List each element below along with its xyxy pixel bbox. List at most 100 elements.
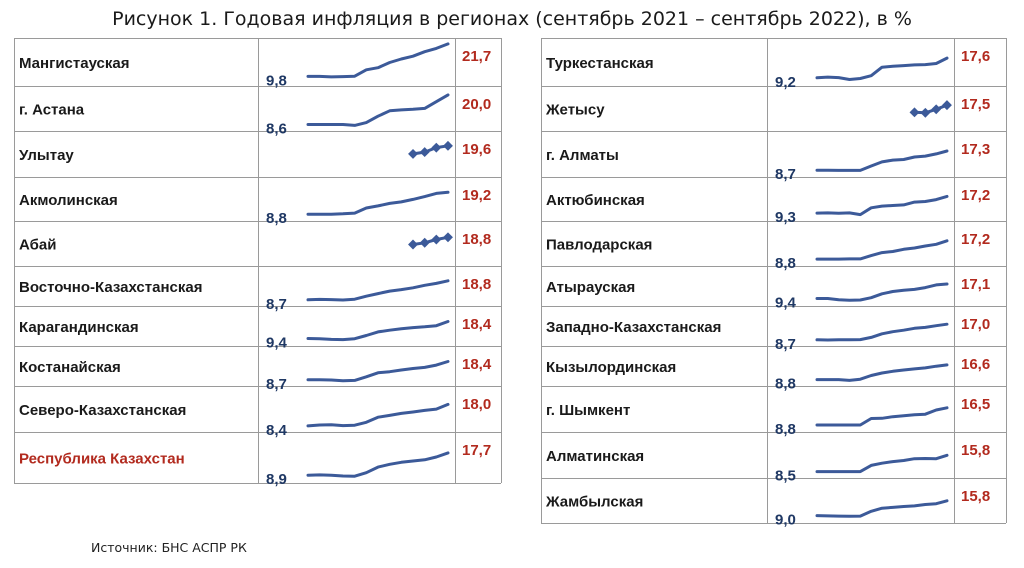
region-label: Жетысу: [545, 102, 605, 119]
end-value-label: 19,2: [462, 187, 491, 204]
region-row: Улытау 19,6: [19, 140, 491, 164]
sparkline-series: [815, 239, 949, 261]
region-row: Карагандинская 9,4 18,4: [19, 316, 492, 351]
start-value-label: 8,5: [775, 468, 796, 485]
start-value-label: 8,7: [775, 166, 796, 183]
start-value-label: 9,4: [775, 294, 797, 311]
end-value-label: 17,5: [961, 96, 990, 113]
region-label: Жамбылская: [545, 494, 643, 511]
data-point-marker: [431, 142, 442, 153]
data-point-marker: [431, 234, 442, 245]
start-value-label: 9,8: [266, 72, 287, 89]
data-point-marker: [408, 148, 418, 159]
right-panel: Туркестанская 9,2 17,6 Жетысу 17,5 г. Алматы 8…: [541, 38, 1007, 529]
region-label: Восточно-Казахстанская: [19, 279, 202, 296]
data-point-marker: [920, 107, 931, 118]
region-row: Западно-Казахстанская 8,7 17,0: [546, 316, 990, 353]
start-value-label: 9,4: [266, 334, 288, 351]
region-label: Республика Казахстан: [19, 451, 185, 468]
end-value-label: 17,7: [462, 442, 491, 459]
region-label: г. Астана: [19, 102, 85, 119]
end-value-label: 18,4: [462, 356, 492, 373]
region-row: Туркестанская 9,2 17,6: [546, 48, 990, 91]
region-label: Павлодарская: [546, 237, 652, 254]
region-label: Костанайская: [19, 359, 121, 376]
end-value-label: 18,0: [462, 396, 491, 413]
region-row: г. Астана 8,6 20,0: [19, 93, 491, 138]
data-point-marker: [419, 237, 430, 248]
region-label: Алматинская: [546, 448, 644, 465]
chart-title: Рисунок 1. Годовая инфляция в регионах (…: [112, 8, 912, 30]
region-row: Атырауская 9,4 17,1: [546, 276, 990, 311]
end-value-label: 17,6: [961, 48, 990, 65]
sparkline-series: [306, 320, 450, 342]
end-value-label: 19,6: [462, 141, 491, 158]
end-value-label: 17,2: [961, 187, 990, 204]
sparkline-series: [306, 402, 450, 428]
end-value-label: 17,1: [961, 276, 990, 293]
region-row: Мангистауская 9,8 21,7: [19, 42, 491, 89]
data-point-marker: [419, 147, 430, 158]
sparkline-series: [306, 42, 450, 79]
region-label: Атырауская: [546, 279, 635, 296]
data-point-marker: [408, 239, 418, 250]
start-value-label: 9,3: [775, 209, 796, 226]
sparkline-series: [815, 453, 949, 474]
sparkline-series: [306, 360, 450, 383]
sparkline-series: [306, 190, 450, 216]
region-row: Алматинская 8,5 15,8: [546, 442, 990, 485]
region-label: г. Шымкент: [546, 402, 630, 419]
start-value-label: 8,7: [775, 336, 796, 353]
end-value-label: 17,2: [961, 231, 990, 248]
sparkline-series: [815, 149, 949, 172]
region-label: г. Алматы: [546, 147, 619, 164]
sparkline-series: [411, 144, 450, 156]
region-row: Актюбинская 9,3 17,2: [546, 187, 990, 226]
region-row: г. Шымкент 8,8 16,5: [546, 396, 990, 438]
left-sparkline-table: Мангистауская 9,8 21,7 г. Астана 8,6 20,0 Улыт…: [14, 38, 502, 488]
region-label: Северо-Казахстанская: [19, 402, 186, 419]
sparkline-series: [815, 322, 949, 342]
start-value-label: 9,2: [775, 74, 796, 91]
region-label: Туркестанская: [546, 55, 654, 72]
region-label: Улытау: [19, 147, 74, 164]
end-value-label: 17,0: [961, 316, 990, 333]
start-value-label: 8,4: [266, 422, 288, 439]
region-label: Актюбинская: [546, 192, 645, 209]
sparkline-series: [411, 235, 450, 246]
region-label: Западно-Казахстанская: [546, 319, 721, 336]
start-value-label: 8,7: [266, 376, 287, 393]
right-sparkline-table: Туркестанская 9,2 17,6 Жетысу 17,5 г. Алматы 8…: [541, 38, 1007, 529]
end-value-label: 18,4: [462, 316, 492, 333]
end-value-label: 18,8: [462, 276, 491, 293]
sparkline-series: [815, 56, 949, 81]
end-value-label: 16,5: [961, 396, 990, 413]
start-value-label: 8,8: [266, 210, 287, 227]
start-value-label: 8,8: [775, 376, 796, 393]
end-value-label: 17,3: [961, 141, 990, 158]
data-point-marker: [909, 107, 920, 118]
sparkline-series: [815, 499, 949, 518]
start-value-label: 8,8: [775, 255, 796, 272]
end-value-label: 20,0: [462, 96, 491, 113]
region-label: Мангистауская: [19, 55, 130, 72]
region-row: Акмолинская 8,8 19,2: [19, 187, 491, 227]
end-value-label: 15,8: [961, 442, 990, 459]
region-label: Кызылординская: [546, 359, 676, 376]
sparkline-series: [913, 103, 949, 115]
end-value-label: 16,6: [961, 356, 990, 373]
start-value-label: 8,6: [266, 121, 287, 138]
region-row: Восточно-Казахстанская 8,7 18,8: [19, 276, 491, 313]
region-row: Кызылординская 8,8 16,6: [546, 356, 990, 393]
start-value-label: 8,9: [266, 471, 287, 488]
sparkline-series: [306, 451, 450, 478]
end-value-label: 18,8: [462, 231, 491, 248]
region-label: Абай: [19, 237, 56, 254]
source-note: Источник: БНС АСПР РК: [91, 540, 247, 555]
sparkline-series: [815, 406, 949, 427]
region-row: Павлодарская 8,8 17,2: [546, 231, 990, 272]
data-point-marker: [942, 100, 952, 111]
sparkline-series: [815, 363, 949, 382]
data-point-marker: [443, 140, 453, 151]
data-point-marker: [931, 104, 942, 115]
